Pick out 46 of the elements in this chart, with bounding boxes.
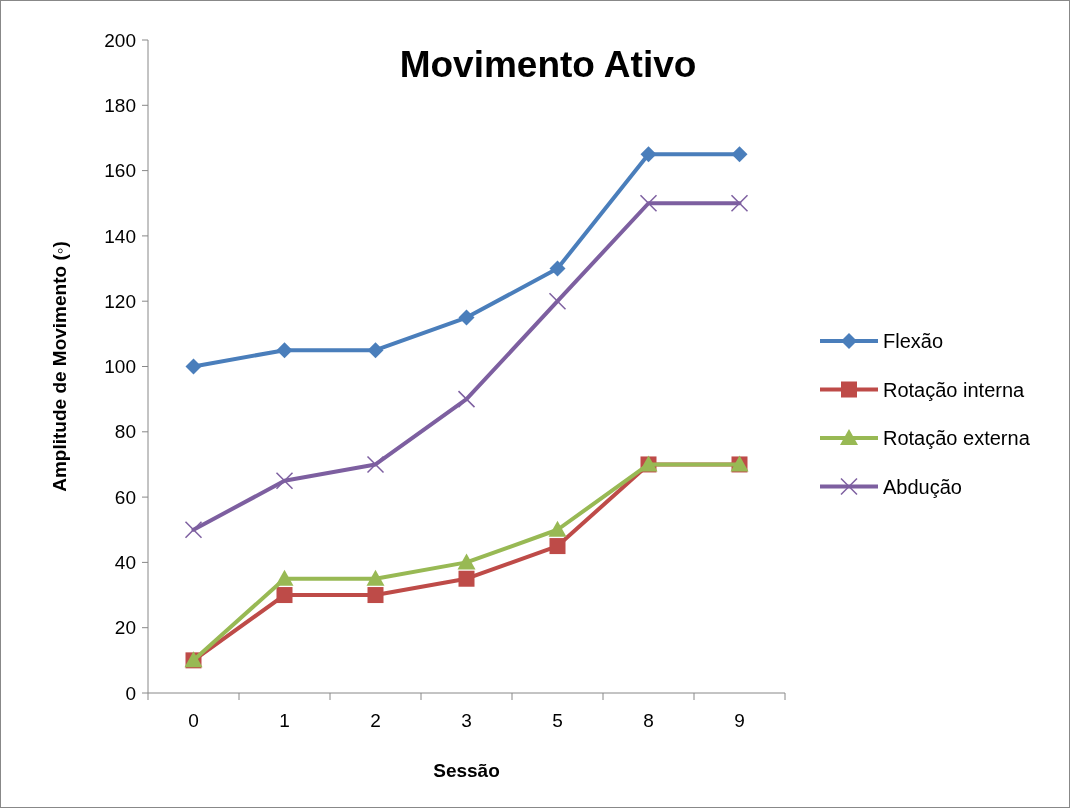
y-axis-title: Amplitude de Movimento (◦) (49, 241, 70, 492)
x-tick-label: 2 (370, 710, 381, 731)
point (184, 521, 203, 539)
y-tick-label: 100 (104, 356, 136, 378)
point (458, 309, 475, 326)
legend-label: Rotação interna (883, 378, 1026, 401)
x-tick-label: 5 (552, 710, 563, 731)
chart-title: Movimento Ativo (399, 44, 697, 85)
point (458, 570, 475, 587)
x-tick-label: 1 (279, 710, 290, 731)
point (276, 342, 293, 359)
legend-label: Abdução (883, 475, 962, 498)
y-tick-label: 60 (114, 486, 136, 508)
point (367, 342, 384, 359)
point (730, 194, 749, 212)
y-tick-label: 160 (104, 160, 136, 182)
y-tick-label: 180 (104, 94, 136, 116)
point (549, 260, 566, 277)
legend-label: Rotação externa (883, 427, 1031, 449)
x-tick-label: 0 (188, 710, 199, 731)
point (457, 390, 476, 408)
point (548, 520, 567, 537)
point (276, 587, 293, 604)
x-axis-title: Sessão (433, 760, 500, 781)
y-tick-label: 0 (125, 682, 136, 704)
x-tick-label: 3 (461, 710, 472, 731)
point (275, 569, 294, 586)
y-tick-label: 40 (114, 552, 136, 574)
point (366, 455, 385, 474)
point (640, 146, 657, 163)
point (549, 538, 566, 555)
point (639, 194, 658, 212)
x-tick-label: 8 (643, 710, 654, 731)
point (275, 472, 294, 490)
x-tick-label: 9 (734, 710, 745, 731)
legend-label: Flexão (883, 330, 944, 352)
y-tick-label: 200 (104, 29, 136, 51)
y-tick-label: 120 (104, 290, 136, 312)
point (366, 569, 385, 586)
point (185, 358, 202, 375)
point (731, 146, 748, 163)
y-tick-label: 140 (104, 225, 136, 247)
y-tick-label: 80 (114, 421, 136, 443)
point (367, 587, 384, 604)
y-tick-label: 20 (114, 617, 136, 639)
point (457, 553, 476, 570)
